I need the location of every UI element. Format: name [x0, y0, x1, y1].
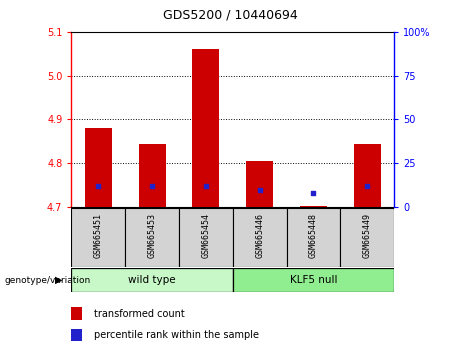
Text: KLF5 null: KLF5 null: [290, 275, 337, 285]
Point: [148, 183, 156, 189]
Text: GSM665448: GSM665448: [309, 212, 318, 258]
Point: [95, 183, 102, 189]
Bar: [340, 208, 394, 267]
Bar: [71, 307, 82, 320]
Text: wild type: wild type: [128, 275, 176, 285]
Bar: [125, 208, 179, 267]
Text: GSM665451: GSM665451: [94, 212, 103, 258]
Bar: [246, 161, 273, 207]
Bar: [354, 144, 381, 207]
Point: [310, 190, 317, 196]
Text: percentile rank within the sample: percentile rank within the sample: [94, 330, 259, 340]
Text: genotype/variation: genotype/variation: [5, 275, 91, 285]
Text: GDS5200 / 10440694: GDS5200 / 10440694: [163, 9, 298, 22]
Bar: [85, 128, 112, 207]
Bar: [71, 329, 82, 341]
Text: GSM665449: GSM665449: [363, 212, 372, 258]
Text: GSM665454: GSM665454: [201, 212, 210, 258]
Text: ▶: ▶: [55, 275, 62, 285]
Bar: [71, 208, 125, 267]
Bar: [71, 268, 233, 292]
Bar: [139, 144, 165, 207]
Text: GSM665446: GSM665446: [255, 212, 264, 258]
Bar: [233, 208, 287, 267]
Bar: [233, 268, 394, 292]
Point: [202, 183, 210, 189]
Text: transformed count: transformed count: [94, 309, 185, 319]
Point: [364, 183, 371, 189]
Bar: [287, 208, 340, 267]
Bar: [193, 49, 219, 207]
Text: GSM665453: GSM665453: [148, 212, 157, 258]
Bar: [300, 206, 327, 207]
Bar: [179, 208, 233, 267]
Point: [256, 187, 263, 192]
